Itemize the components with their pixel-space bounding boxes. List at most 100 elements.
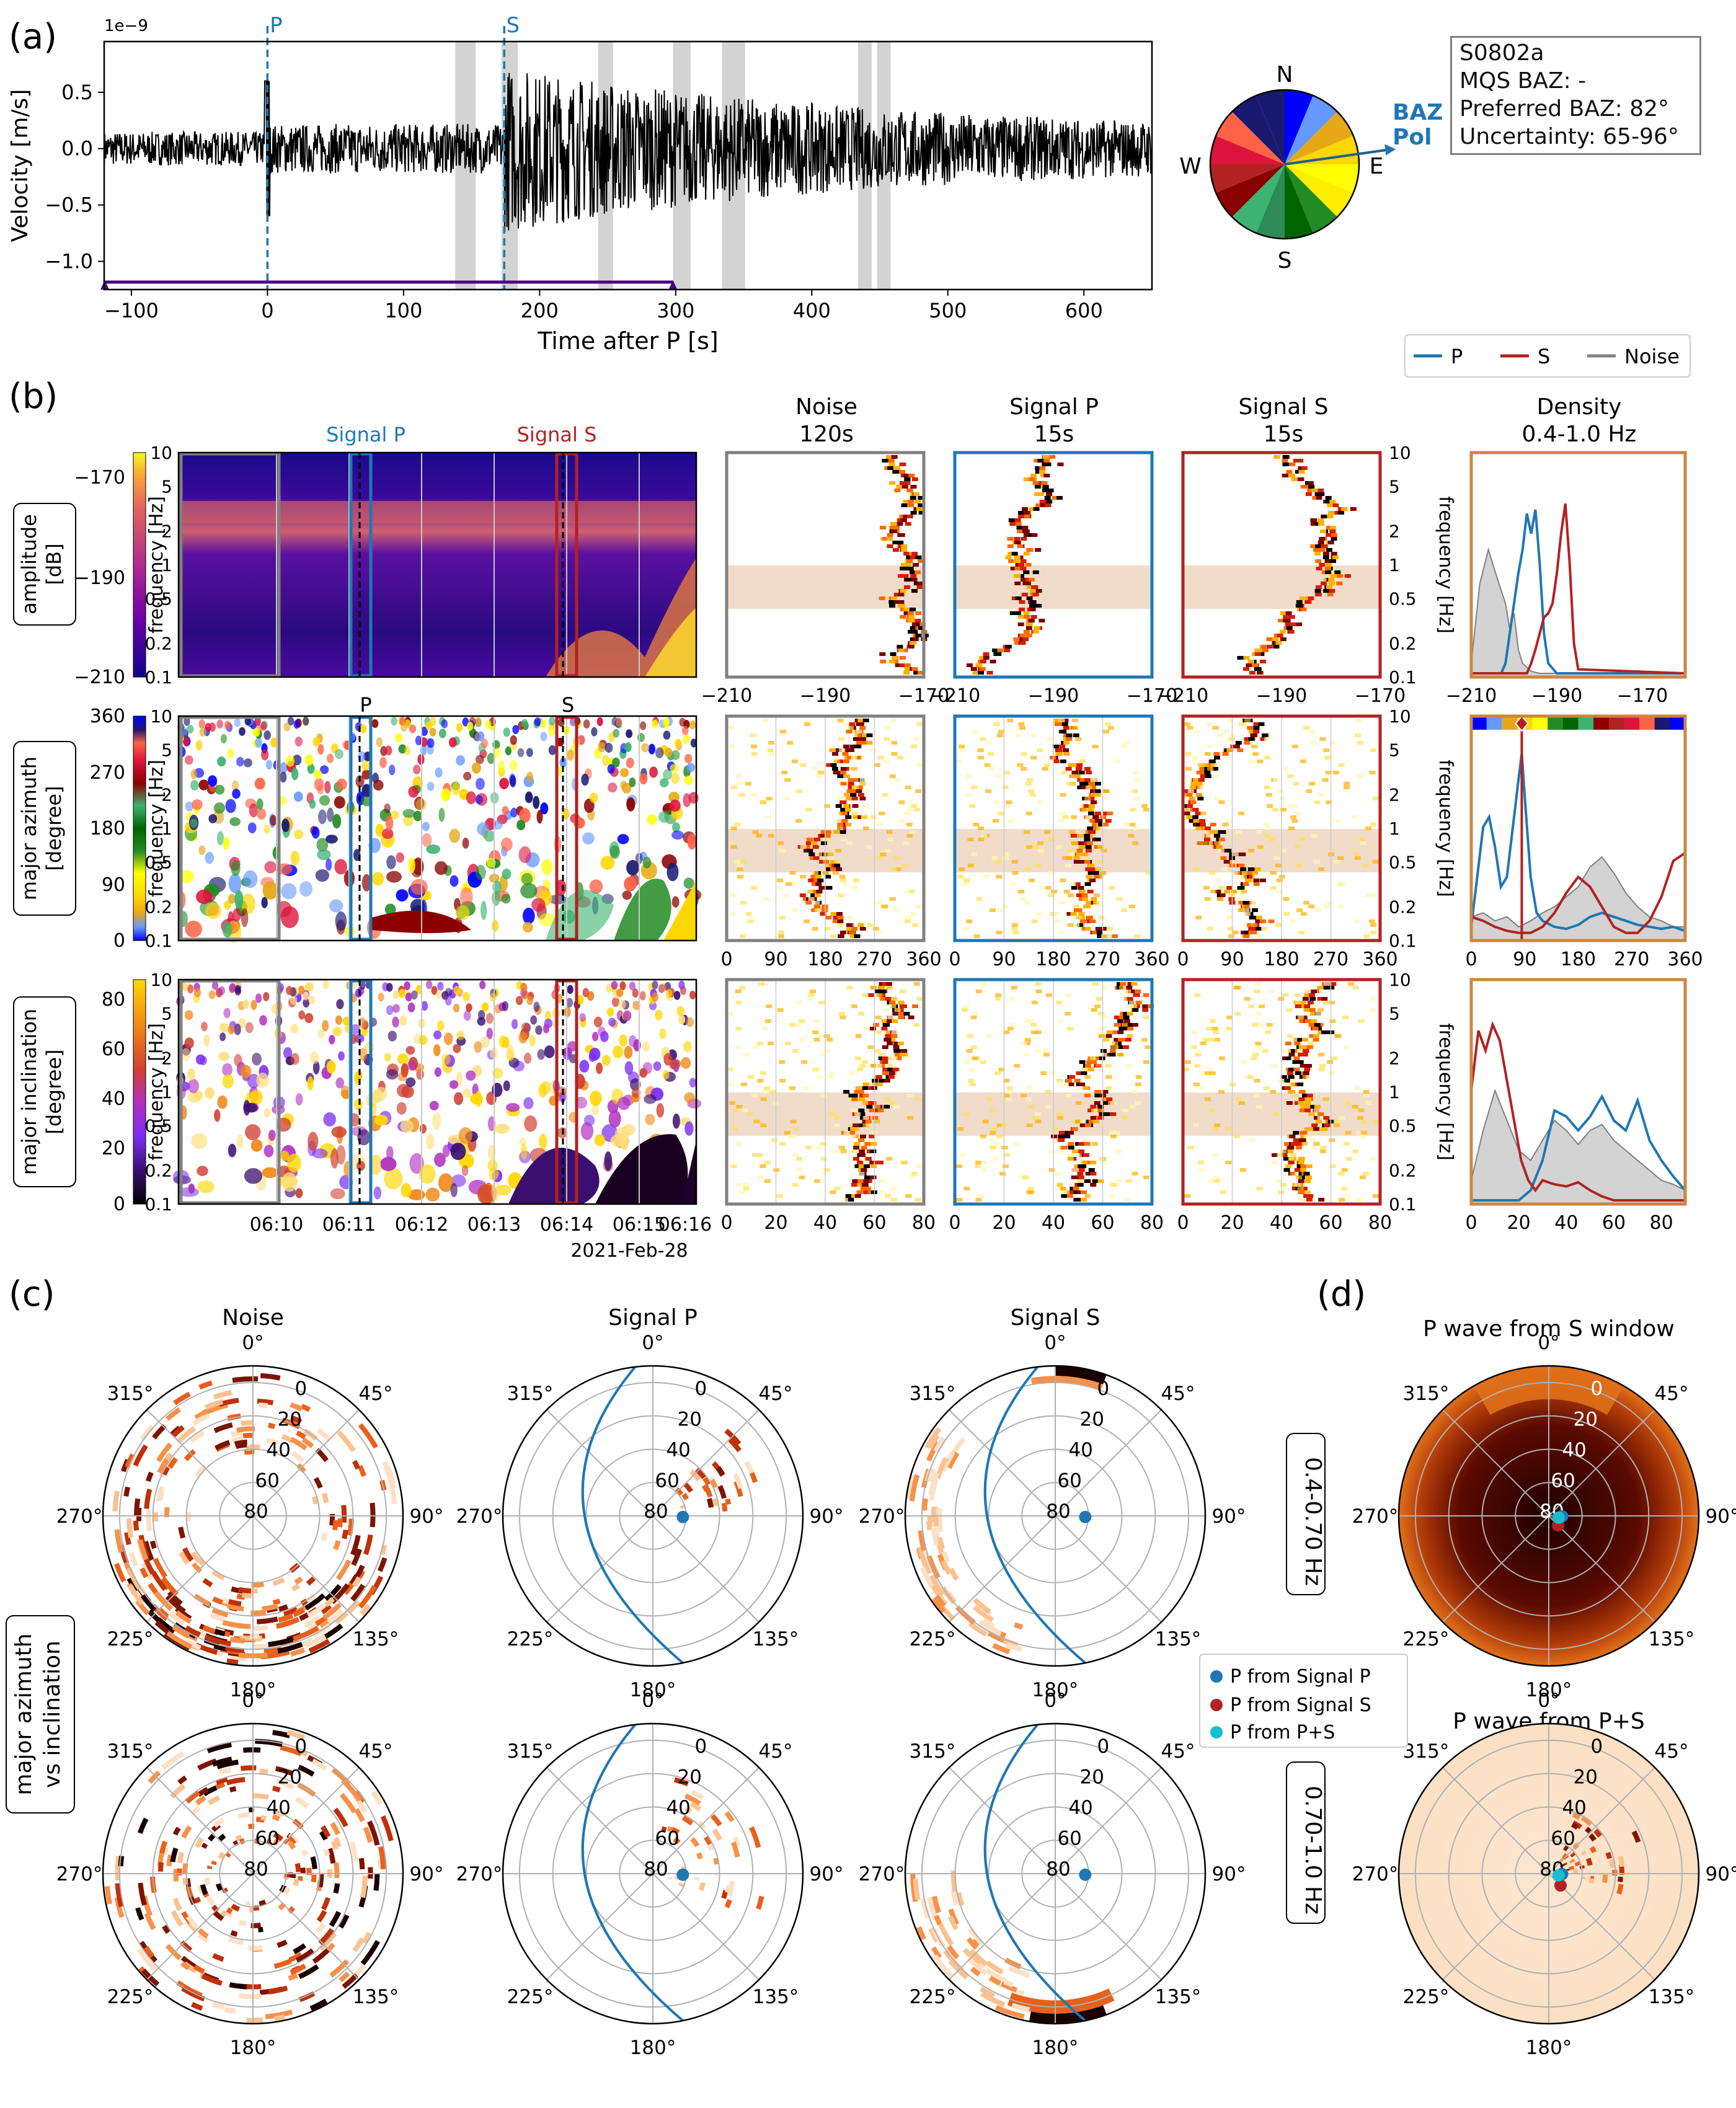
phase-blob xyxy=(330,1188,345,1200)
polar-cell xyxy=(151,1424,167,1440)
heat-cell xyxy=(1329,741,1336,745)
compass-sector xyxy=(1285,95,1337,164)
polar-angle-label: 225° xyxy=(910,1986,956,2008)
heat-cell xyxy=(858,1138,865,1142)
polar-angle-label: 270° xyxy=(1352,1863,1399,1885)
polar-cell xyxy=(349,1574,359,1585)
phase-blob xyxy=(500,837,513,852)
phase-blob xyxy=(211,981,219,990)
heat-cell xyxy=(808,993,815,997)
density-panel: −210 −190 −170 xyxy=(1446,451,1687,707)
heat-cell xyxy=(735,1001,742,1004)
polar-cell xyxy=(315,1448,329,1463)
heat-cell xyxy=(1043,474,1050,477)
band-labels: 0.4-0.70 Hz 0.70-1.0 Hz xyxy=(1286,1433,1326,1924)
heat-cell xyxy=(837,826,844,830)
heat-cell xyxy=(1307,1001,1314,1004)
phase-blob xyxy=(425,980,433,990)
phase-blob xyxy=(405,1077,416,1087)
heat-cell xyxy=(1309,1008,1316,1012)
polar-angle-label: 315° xyxy=(910,1383,956,1405)
phase-blob xyxy=(262,881,278,900)
heat-cell xyxy=(896,485,903,489)
phase-blob xyxy=(215,784,225,795)
heat-cell xyxy=(833,916,839,919)
freq-label-amp: frequency [Hz] xyxy=(146,496,167,634)
heatmap-tick: 0 xyxy=(1177,1212,1189,1234)
polar-spoke xyxy=(949,1515,1056,1623)
heat-cell xyxy=(1079,860,1086,864)
phase-blob xyxy=(453,1003,460,1013)
heat-cell xyxy=(1004,771,1011,774)
heat-cell xyxy=(803,849,810,852)
heat-cell xyxy=(1321,544,1328,548)
polar-cell xyxy=(311,1758,327,1771)
heat-cell xyxy=(1021,537,1027,541)
heat-cell xyxy=(1184,1060,1191,1064)
heat-cell xyxy=(832,752,839,756)
heat-cell xyxy=(1063,1190,1070,1194)
heat-cell xyxy=(1118,1016,1125,1019)
heat-cell xyxy=(1102,797,1109,800)
heat-cell xyxy=(851,927,858,931)
heat-cell xyxy=(851,886,858,890)
polar-cell xyxy=(273,1959,292,1969)
heat-cell xyxy=(978,838,985,841)
polar-cell xyxy=(290,1964,307,1975)
phase-blob xyxy=(379,1157,397,1171)
polar-cell xyxy=(166,1631,193,1650)
heat-cell xyxy=(820,1157,827,1161)
heat-cell xyxy=(885,982,892,986)
heat-cell xyxy=(1192,815,1199,819)
polar-cell xyxy=(724,1811,735,1823)
heat-cell xyxy=(1280,1075,1287,1079)
heat-cell xyxy=(815,882,822,886)
heat-cell xyxy=(1076,763,1083,767)
title-sigp-dur: 15s xyxy=(1034,422,1074,447)
phase-blob xyxy=(663,730,671,740)
heat-cell xyxy=(891,867,898,871)
heat-cell xyxy=(818,771,825,774)
heat-cell xyxy=(1007,537,1014,541)
heat-cell xyxy=(1273,778,1280,782)
heat-cell xyxy=(1058,722,1065,726)
heat-cell xyxy=(910,511,917,515)
svg-text:−170: −170 xyxy=(74,467,125,489)
heat-cell xyxy=(1215,797,1221,800)
heat-cell xyxy=(1031,919,1038,923)
polar-cell xyxy=(1602,1874,1608,1884)
polar-cell xyxy=(194,1464,208,1478)
phase-blob xyxy=(270,737,278,748)
phase-blob xyxy=(261,749,269,761)
heat-cell xyxy=(1121,1116,1128,1120)
heat-cell xyxy=(867,1045,874,1049)
heat-cell xyxy=(1284,1086,1291,1090)
polar-angle-label: 0° xyxy=(1044,1690,1066,1712)
phase-blob xyxy=(298,1010,306,1020)
heat-cell xyxy=(1097,1109,1104,1112)
phase-blob xyxy=(591,727,598,737)
heat-cell xyxy=(813,901,820,905)
heat-cell xyxy=(813,856,820,860)
heatmap-frame xyxy=(1181,714,1382,942)
heat-cell xyxy=(1076,767,1083,771)
phase-blob xyxy=(243,758,252,768)
heat-cell xyxy=(960,748,967,752)
heatmap-tick: 40 xyxy=(1042,1212,1065,1234)
polar-cell xyxy=(104,1885,113,1905)
heat-cell xyxy=(1227,719,1234,722)
heat-cell xyxy=(856,1086,862,1090)
heat-cell xyxy=(1308,1042,1314,1045)
heat-cell xyxy=(1216,845,1223,849)
heat-cell xyxy=(1086,875,1092,879)
phase-blob xyxy=(228,1025,235,1035)
heat-cell xyxy=(1324,905,1331,908)
polar-angle-label: 315° xyxy=(507,1383,554,1405)
heat-cell xyxy=(886,455,893,459)
heat-cell xyxy=(1280,849,1287,852)
heat-cell xyxy=(1078,897,1085,901)
heat-cell xyxy=(1298,1097,1305,1101)
heat-cell xyxy=(884,1105,890,1109)
heat-cell xyxy=(890,997,897,1001)
title-noise-dur: 120s xyxy=(799,422,853,447)
